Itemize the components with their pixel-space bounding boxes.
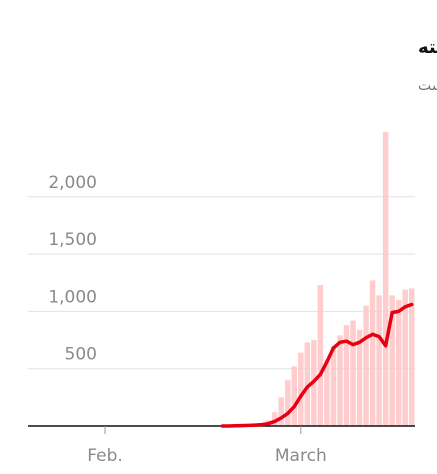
bar — [304, 342, 311, 426]
y-tick-label: 1,000 — [48, 287, 97, 307]
bar — [298, 352, 304, 426]
bar — [363, 305, 369, 426]
line — [220, 302, 414, 428]
bar — [337, 335, 343, 426]
bar — [402, 289, 408, 426]
y-tick-label: 2,000 — [48, 173, 97, 193]
bar — [408, 288, 415, 426]
bar — [356, 329, 363, 426]
bar — [376, 295, 382, 426]
chart-title: میانگین مبتلایان ایران در هر هفته — [418, 36, 437, 58]
bar — [369, 280, 376, 426]
chart-subtitle: نمودار تا ۲۸فروردین بروزرسانی شده است — [418, 78, 437, 94]
bar — [330, 345, 337, 426]
y-tick-label: 500 — [65, 345, 97, 365]
bar — [317, 285, 324, 426]
x-tick-label: Feb. — [87, 446, 123, 466]
bar — [324, 359, 330, 426]
bar — [278, 397, 284, 426]
bar — [291, 366, 298, 426]
y-tick-label: 1,500 — [48, 230, 97, 250]
bar — [343, 325, 350, 426]
bar — [389, 295, 395, 426]
bar — [382, 132, 389, 426]
bar — [285, 380, 291, 426]
bar — [395, 299, 402, 426]
bar — [350, 320, 356, 426]
bar — [271, 412, 278, 426]
x-tick-label: March — [275, 446, 327, 466]
